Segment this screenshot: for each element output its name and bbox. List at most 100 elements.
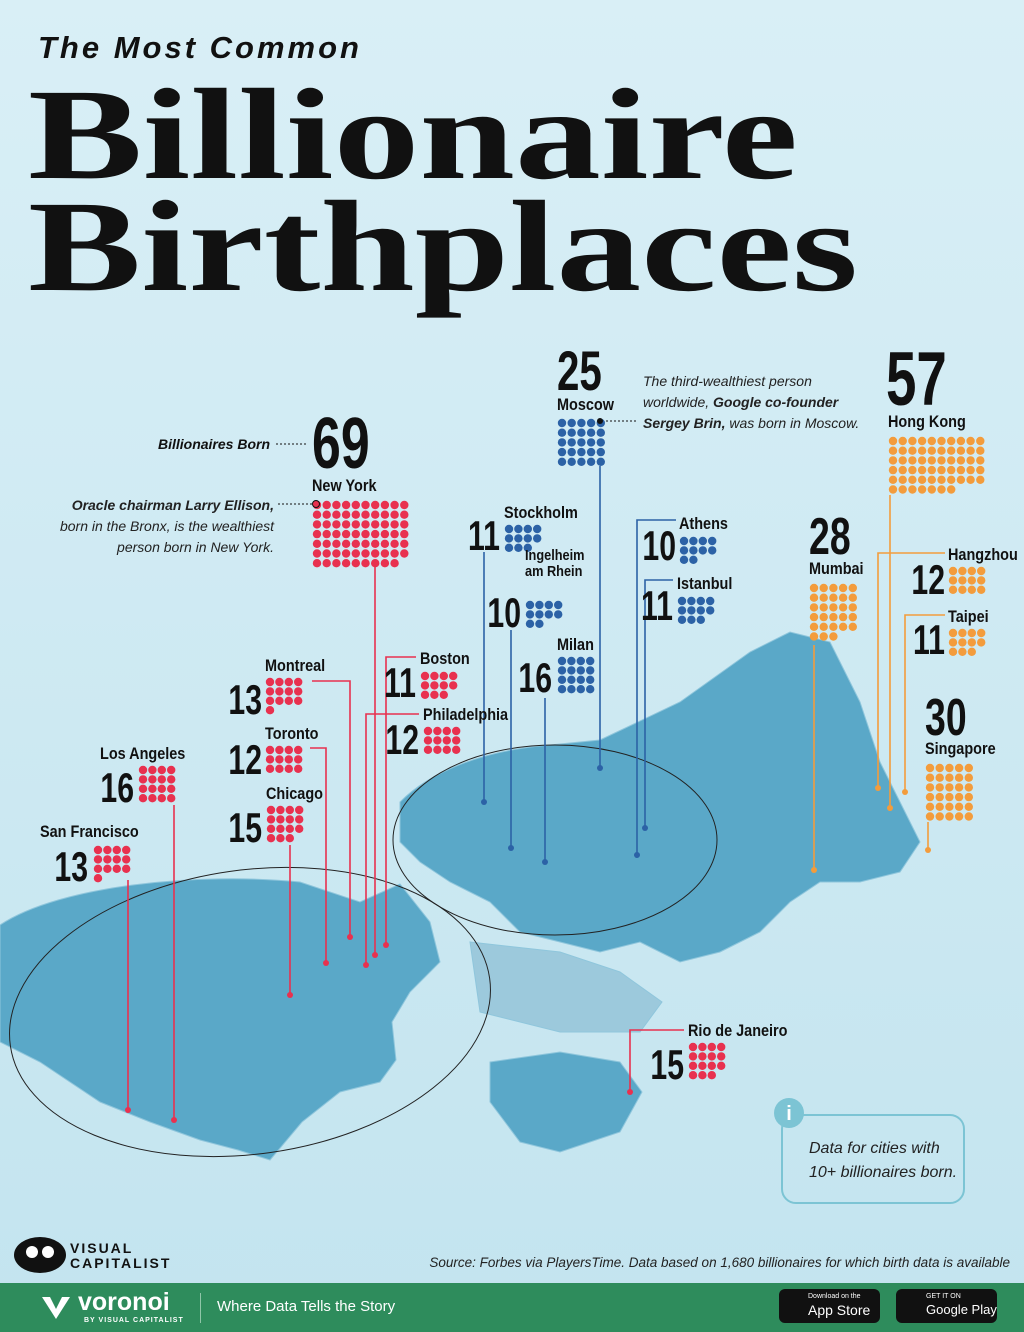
dot [332, 529, 341, 539]
dot [361, 529, 370, 539]
value-label-group: 12 [911, 556, 945, 603]
dot [265, 696, 275, 705]
dot [380, 510, 390, 519]
dot [371, 559, 380, 568]
dot [976, 446, 985, 455]
dot [908, 475, 917, 484]
dot [947, 446, 956, 455]
dot [439, 671, 448, 681]
dot [351, 520, 360, 529]
dot [586, 428, 596, 437]
dot [945, 812, 954, 821]
value-label-group: 11 [641, 582, 673, 629]
dot [958, 628, 967, 638]
value-caption: Billionaires Born [158, 436, 270, 452]
dot [371, 520, 380, 529]
dot [707, 1052, 716, 1061]
city-name: Milan [557, 636, 594, 654]
dot [967, 566, 976, 576]
dot [677, 606, 687, 615]
dot [577, 428, 586, 437]
dot [935, 783, 944, 792]
dot [112, 855, 122, 864]
dot [954, 783, 964, 792]
city-name: Stockholm [504, 504, 578, 522]
annotation-segment: Sergey Brin, [643, 415, 725, 431]
publisher-logo [14, 1237, 66, 1273]
dot [958, 566, 967, 576]
dot [677, 596, 687, 606]
dot [420, 690, 430, 699]
app-store-badge[interactable]: Download on the App Store [779, 1289, 880, 1323]
dot [275, 755, 284, 764]
leader-end [811, 867, 817, 873]
dot [935, 792, 944, 802]
dot [341, 559, 351, 568]
dot [371, 549, 380, 558]
dot [265, 745, 275, 755]
dot [294, 764, 303, 773]
dot [390, 549, 399, 558]
dot [284, 745, 293, 755]
dot [829, 612, 838, 622]
dot [706, 606, 715, 615]
dot [294, 687, 303, 696]
dot-grid [925, 763, 973, 821]
dot [948, 628, 958, 638]
dot [371, 539, 380, 548]
dot [266, 805, 276, 815]
dot [554, 600, 563, 610]
leader-end [347, 934, 353, 940]
dot-grid [688, 1042, 726, 1080]
dot [948, 647, 958, 656]
leader-line [636, 519, 676, 855]
dot [898, 446, 907, 455]
city-name: Moscow [557, 396, 615, 414]
dot [112, 864, 122, 873]
dot [523, 524, 532, 534]
dot [586, 675, 595, 684]
dot-grid [504, 524, 542, 552]
title-line: Birthplaces [28, 175, 858, 319]
dot [898, 436, 907, 446]
note: Data for cities with [809, 1140, 940, 1157]
dot [888, 436, 898, 446]
dot [947, 485, 956, 494]
city-name: Rio de Janeiro [688, 1022, 788, 1040]
leader-end [627, 1089, 633, 1095]
dot [122, 845, 131, 855]
dot [361, 559, 370, 568]
dot [390, 510, 399, 519]
leader-end [323, 960, 329, 966]
dot [400, 500, 409, 510]
dot [925, 812, 935, 821]
dot [351, 500, 360, 510]
dot [698, 1052, 707, 1061]
annotation-segment: person born in New York. [116, 539, 274, 555]
dot [371, 500, 380, 510]
dot [275, 764, 284, 773]
dot [935, 773, 944, 782]
dot [567, 457, 576, 466]
dot [361, 539, 370, 548]
dot [977, 628, 986, 638]
dot [341, 529, 351, 539]
google-play-badge[interactable]: GET IT ON Google Play [896, 1289, 997, 1323]
dot [341, 500, 351, 510]
dot [964, 802, 973, 811]
dot [275, 696, 284, 705]
city-name-group: San Francisco [40, 823, 139, 841]
dot [917, 465, 927, 475]
dot [809, 603, 819, 612]
dot [167, 775, 176, 784]
leader-end [372, 952, 378, 958]
dot [332, 510, 341, 519]
dot [679, 536, 689, 546]
dot [954, 792, 964, 802]
dot [276, 824, 285, 833]
dot [819, 622, 828, 631]
leader-line [310, 747, 327, 963]
dot [948, 576, 958, 585]
dot [285, 824, 294, 833]
